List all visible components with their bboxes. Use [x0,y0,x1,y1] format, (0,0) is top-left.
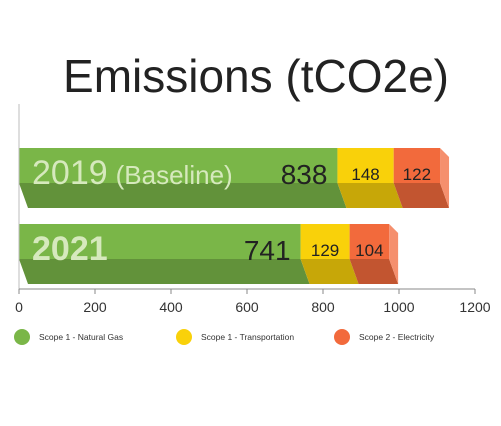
legend-swatch [334,329,350,345]
tick-label: 600 [235,299,259,315]
legend-label: Scope 1 - Natural Gas [39,332,123,342]
bars-layer: 838 148 122 2019 (Baseline) 741 129 104 2021 [19,148,450,284]
legend: Scope 1 - Natural Gas Scope 1 - Transport… [14,329,435,345]
bar-front-face [393,148,441,183]
bar-front-face [349,224,390,259]
bar-front-face [19,224,301,259]
category-year: 2019 [32,154,108,192]
legend-item: Scope 2 - Electricity [334,329,435,345]
bar-bottom-face [19,183,347,208]
legend-item: Scope 1 - Natural Gas [14,329,123,345]
legend-item: Scope 1 - Transportation [176,329,294,345]
bar-segment: 838 [19,148,347,208]
bar-front-face [19,148,338,183]
bar-row-2021: 741 129 104 2021 [19,224,399,284]
bar-segment: 129 [300,224,359,284]
tick-label: 400 [159,299,183,315]
bar-bottom-face [337,183,403,208]
category-label: 2019 (Baseline) [32,154,233,192]
category-label: 2021 [32,230,108,268]
tick-label: 200 [83,299,107,315]
bar-end-cap [440,148,450,208]
bar-bottom-face [349,259,399,284]
chart-title: Emissions (tCO2e) [63,50,449,102]
category-year: 2021 [32,230,108,268]
legend-label: Scope 1 - Transportation [201,332,294,342]
bar-row-2019: 838 148 122 2019 (Baseline) [19,148,450,208]
bar-segment: 148 [337,148,403,208]
bar-bottom-face [393,183,450,208]
bar-segment: 741 [19,224,310,284]
data-label: 104 [355,241,383,260]
data-label: 741 [244,235,291,266]
bar-end-cap [389,224,399,284]
data-label: 148 [351,165,379,184]
tick-label: 1000 [383,299,414,315]
x-axis: 0 200 400 600 800 1000 1200 [15,104,491,315]
tick-label: 800 [311,299,335,315]
data-label: 838 [281,159,328,190]
bar-segment: 122 [393,148,450,208]
bar-bottom-face [19,259,310,284]
data-label: 129 [311,241,339,260]
category-sublabel: (Baseline) [116,160,233,190]
data-label: 122 [403,165,431,184]
tick-label: 0 [15,299,23,315]
bar-bottom-face [300,259,359,284]
tick-label: 1200 [459,299,490,315]
legend-swatch [14,329,30,345]
bar-front-face [300,224,350,259]
bar-front-face [337,148,394,183]
legend-swatch [176,329,192,345]
bar-segment: 104 [349,224,399,284]
legend-label: Scope 2 - Electricity [359,332,435,342]
